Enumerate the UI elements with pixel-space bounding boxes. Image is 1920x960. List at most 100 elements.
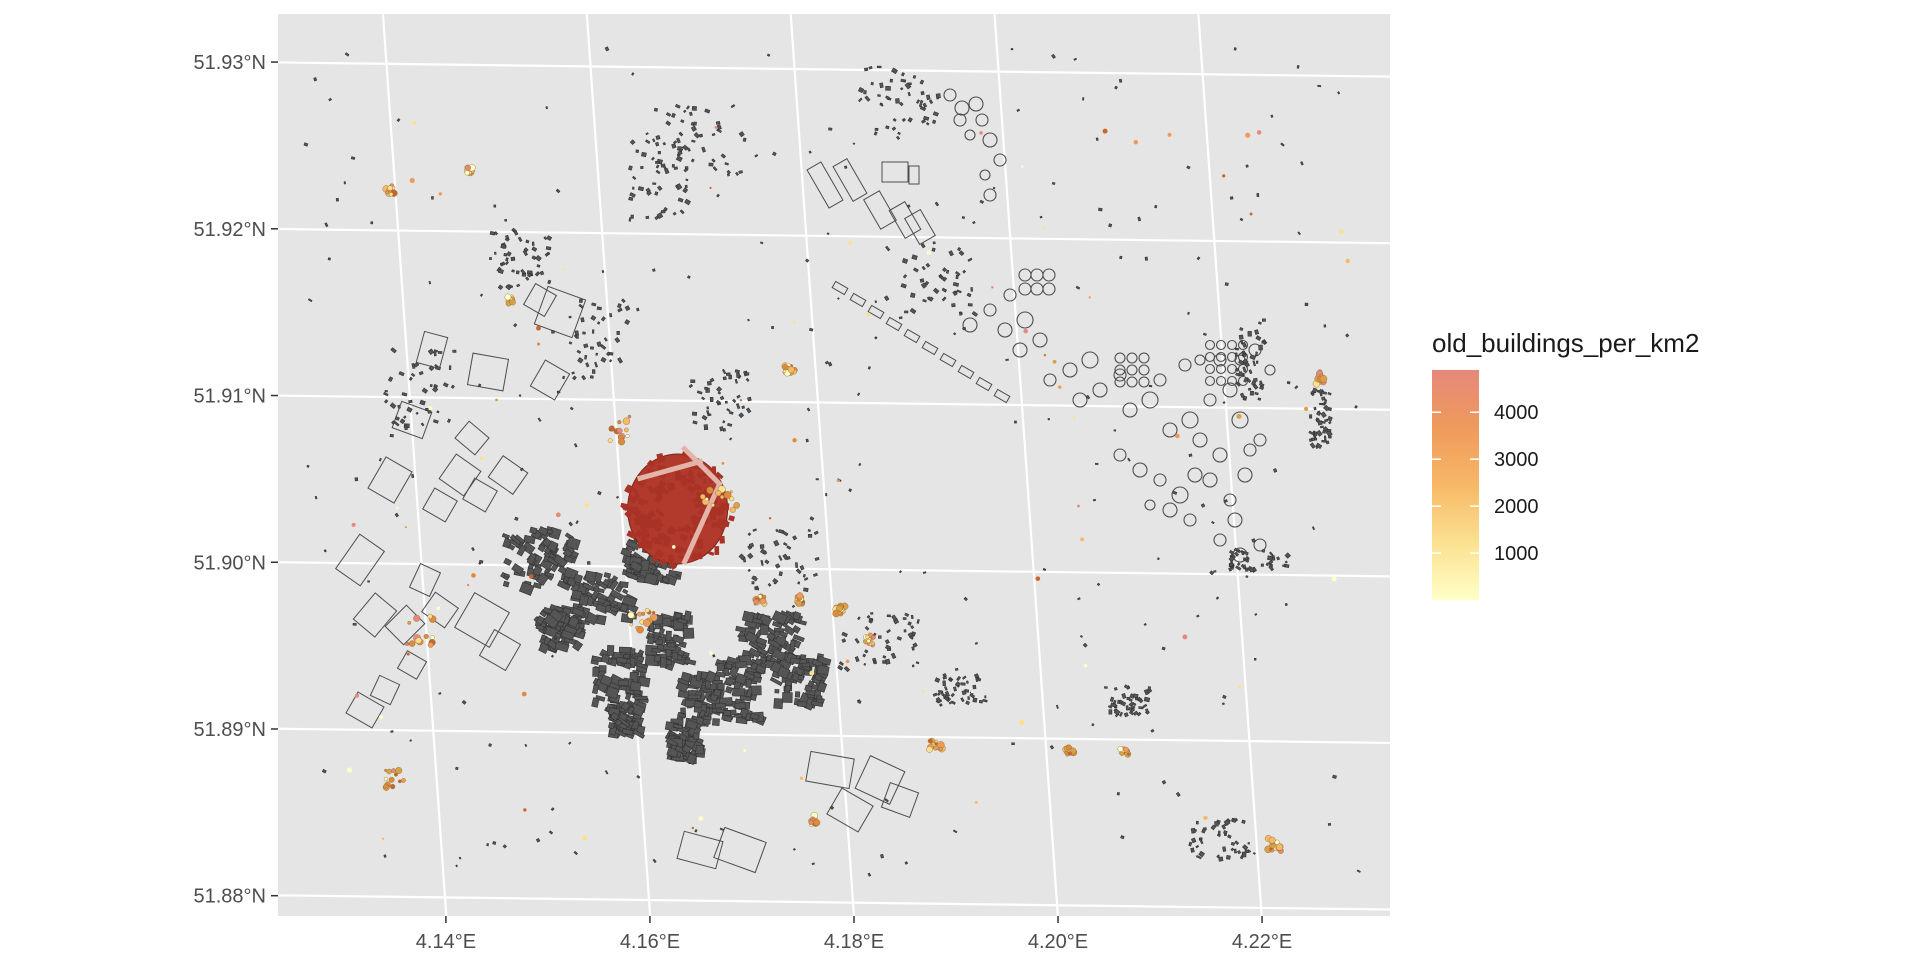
building-footprint	[323, 549, 327, 553]
building-footprint	[614, 337, 621, 344]
old-building-polygon	[1042, 227, 1046, 230]
building-footprint	[1196, 256, 1201, 261]
old-building-polygon	[608, 425, 615, 432]
building-footprint	[1284, 602, 1288, 606]
old-building-polygon	[633, 506, 641, 515]
building-footprint	[1104, 686, 1108, 689]
building-footprint	[744, 712, 753, 722]
building-footprint	[1123, 712, 1129, 718]
building-footprint	[1236, 849, 1242, 855]
building-footprint	[603, 337, 608, 342]
building-footprint	[573, 850, 578, 856]
building-footprint	[792, 634, 805, 643]
building-footprint	[712, 654, 716, 658]
building-footprint	[1130, 707, 1136, 713]
storage-tank-footprint	[1153, 373, 1167, 387]
building-footprint	[684, 184, 688, 189]
building-footprint	[1270, 114, 1274, 118]
old-building-polygon	[646, 459, 656, 468]
building-footprint	[1239, 327, 1244, 331]
building-footprint	[870, 81, 874, 86]
building-footprint	[1237, 548, 1242, 554]
old-building-polygon	[616, 427, 623, 434]
building-footprint	[651, 156, 655, 161]
storage-tank-footprint	[1043, 373, 1057, 387]
building-footprint	[582, 331, 586, 335]
building-footprint	[1079, 635, 1083, 638]
building-footprint	[583, 343, 589, 349]
storage-tank-footprint	[1204, 339, 1216, 351]
building-footprint	[774, 563, 781, 569]
old-building-polygon	[634, 529, 644, 539]
building-footprint	[748, 647, 762, 659]
building-footprint	[709, 396, 714, 403]
building-footprint	[676, 830, 724, 870]
building-footprint	[1315, 446, 1319, 449]
building-footprint	[751, 685, 762, 696]
building-footprint	[344, 52, 350, 57]
building-footprint	[735, 171, 739, 176]
building-footprint	[535, 254, 542, 262]
building-footprint	[662, 141, 667, 146]
building-footprint	[772, 151, 777, 157]
building-footprint	[599, 674, 613, 687]
old-building-polygon	[934, 739, 938, 743]
building-footprint	[656, 212, 664, 220]
building-footprint	[904, 861, 909, 865]
building-footprint	[671, 143, 677, 149]
graticule-lines	[278, 14, 1390, 916]
old-building-polygon	[654, 494, 663, 504]
building-footprint	[567, 615, 580, 628]
building-footprint	[524, 743, 528, 748]
old-building-polygon	[385, 190, 390, 195]
old-building-polygon	[668, 525, 677, 535]
building-footprint	[904, 310, 909, 314]
building-footprint	[1249, 354, 1257, 361]
old-building-polygon	[1338, 229, 1344, 235]
building-footprint	[370, 221, 374, 225]
building-footprint	[657, 185, 663, 191]
building-footprint	[805, 438, 809, 443]
building-footprint	[884, 658, 891, 665]
storage-tank-footprint	[1114, 352, 1126, 364]
building-footprint	[758, 613, 773, 627]
building-footprint	[882, 655, 887, 659]
building-footprint	[487, 455, 529, 495]
old-building-polygon	[398, 779, 402, 784]
building-footprint	[1016, 108, 1021, 112]
building-footprint	[862, 653, 867, 658]
building-footprint	[1234, 352, 1238, 357]
building-footprint	[641, 151, 647, 158]
old-building-polygon	[622, 417, 631, 425]
old-building-polygon	[970, 690, 974, 694]
building-footprint	[678, 131, 684, 137]
building-footprint	[952, 282, 960, 287]
old-building-polygon	[1174, 433, 1180, 439]
building-footprint	[742, 137, 747, 142]
building-footprint	[369, 674, 401, 706]
building-footprint	[885, 85, 891, 91]
building-footprint	[577, 357, 584, 364]
building-footprint	[425, 408, 429, 412]
building-footprint	[578, 595, 589, 607]
building-footprint	[743, 671, 756, 681]
building-footprint	[629, 681, 642, 692]
old-building-polygon	[528, 574, 534, 579]
building-footprint	[626, 705, 635, 715]
building-footprint	[1241, 551, 1245, 556]
building-footprint	[1261, 341, 1266, 344]
building-footprint	[522, 282, 558, 318]
building-footprint	[797, 581, 801, 585]
building-footprint	[896, 135, 901, 140]
building-footprint	[511, 269, 515, 273]
storage-tank-footprint	[1183, 513, 1197, 527]
building-footprint	[413, 362, 420, 368]
building-footprint	[709, 377, 715, 383]
building-footprint	[1252, 852, 1256, 855]
building-footprint	[919, 79, 925, 85]
building-footprint	[967, 303, 973, 307]
building-footprint	[1199, 837, 1203, 841]
building-footprint	[721, 368, 727, 375]
building-footprint	[1132, 693, 1139, 699]
building-footprint	[1132, 710, 1139, 716]
